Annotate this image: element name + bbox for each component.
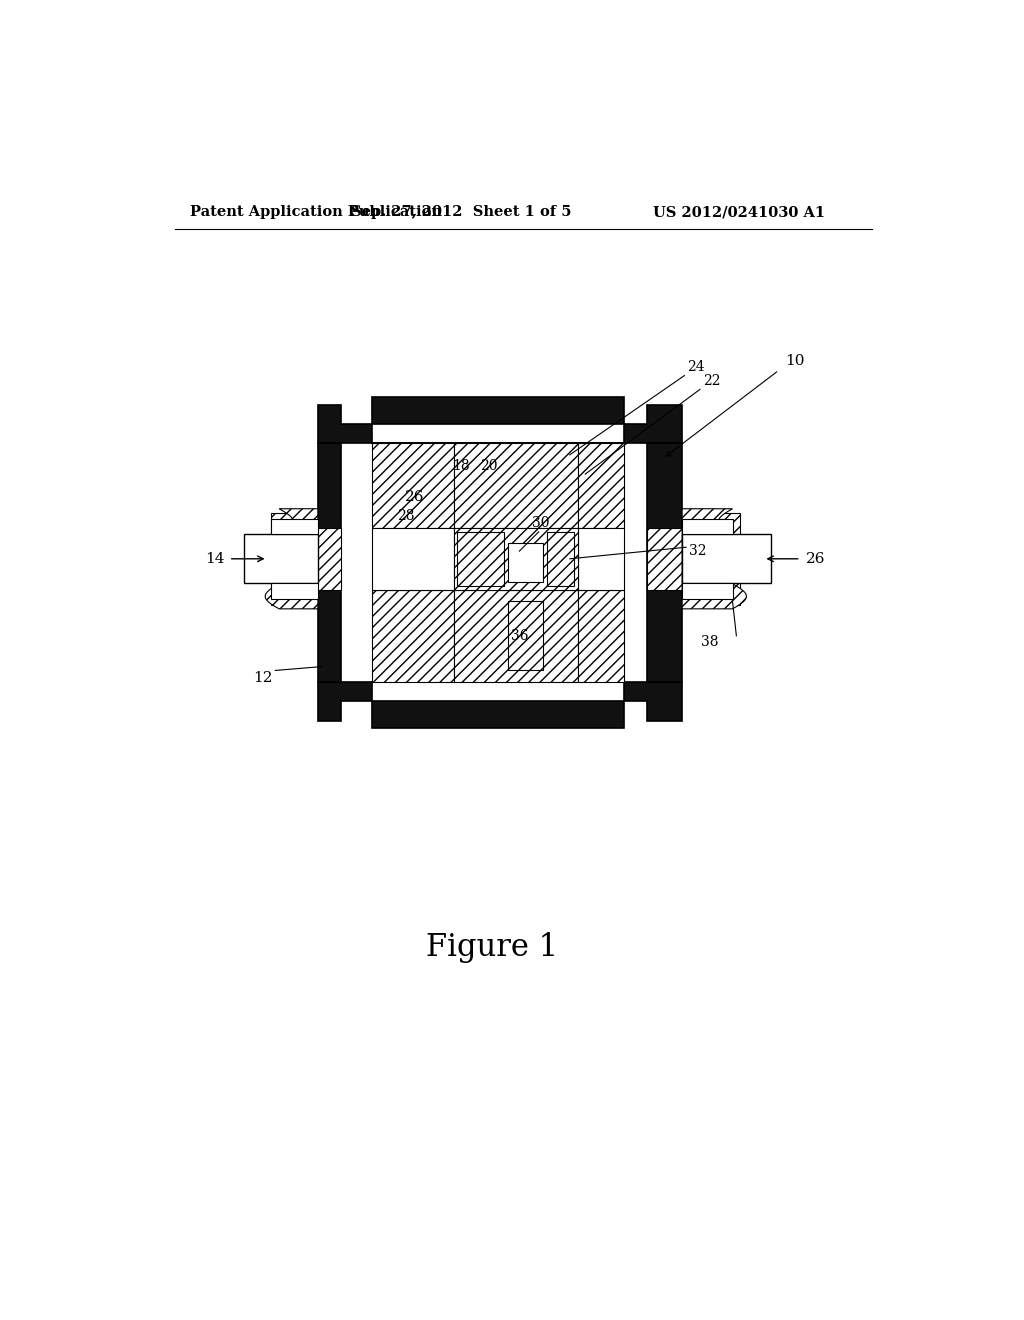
Bar xyxy=(578,590,624,682)
Text: US 2012/0241030 A1: US 2012/0241030 A1 xyxy=(653,206,825,219)
Bar xyxy=(372,590,454,682)
Text: 36: 36 xyxy=(511,628,528,643)
Text: Sep. 27, 2012  Sheet 1 of 5: Sep. 27, 2012 Sheet 1 of 5 xyxy=(351,206,571,219)
Bar xyxy=(317,444,341,682)
Text: 14: 14 xyxy=(205,552,224,566)
Text: Patent Application Publication: Patent Application Publication xyxy=(190,206,442,219)
Bar xyxy=(647,444,682,682)
Polygon shape xyxy=(647,512,740,605)
Text: 30: 30 xyxy=(531,516,549,529)
Text: 18: 18 xyxy=(453,459,470,474)
Text: 24: 24 xyxy=(687,360,706,374)
Bar xyxy=(508,601,543,671)
Bar xyxy=(245,535,317,583)
Text: 22: 22 xyxy=(703,374,721,388)
Text: 26: 26 xyxy=(806,552,825,566)
Bar xyxy=(454,590,578,682)
Polygon shape xyxy=(317,682,682,721)
Bar xyxy=(372,397,624,424)
Text: Figure 1: Figure 1 xyxy=(426,932,558,964)
Bar xyxy=(547,532,573,586)
Bar xyxy=(508,544,543,582)
Text: 28: 28 xyxy=(396,510,414,524)
Bar xyxy=(372,528,454,590)
Text: 38: 38 xyxy=(700,635,718,649)
Polygon shape xyxy=(682,508,746,609)
Text: 20: 20 xyxy=(479,459,497,474)
Bar xyxy=(271,519,317,535)
Bar xyxy=(682,583,732,599)
Bar xyxy=(682,519,732,535)
Polygon shape xyxy=(271,512,341,605)
Bar xyxy=(458,532,504,586)
Polygon shape xyxy=(265,508,317,609)
Bar xyxy=(271,583,317,599)
Bar xyxy=(454,444,578,528)
Text: 10: 10 xyxy=(785,354,805,368)
Bar xyxy=(578,444,624,528)
Bar xyxy=(454,528,578,590)
Bar xyxy=(372,701,624,729)
Text: 12: 12 xyxy=(254,671,273,685)
Bar xyxy=(578,528,624,590)
Polygon shape xyxy=(317,405,682,444)
Bar xyxy=(372,444,454,528)
Bar xyxy=(682,535,771,583)
Text: 32: 32 xyxy=(689,544,707,558)
Text: 26: 26 xyxy=(406,490,425,504)
